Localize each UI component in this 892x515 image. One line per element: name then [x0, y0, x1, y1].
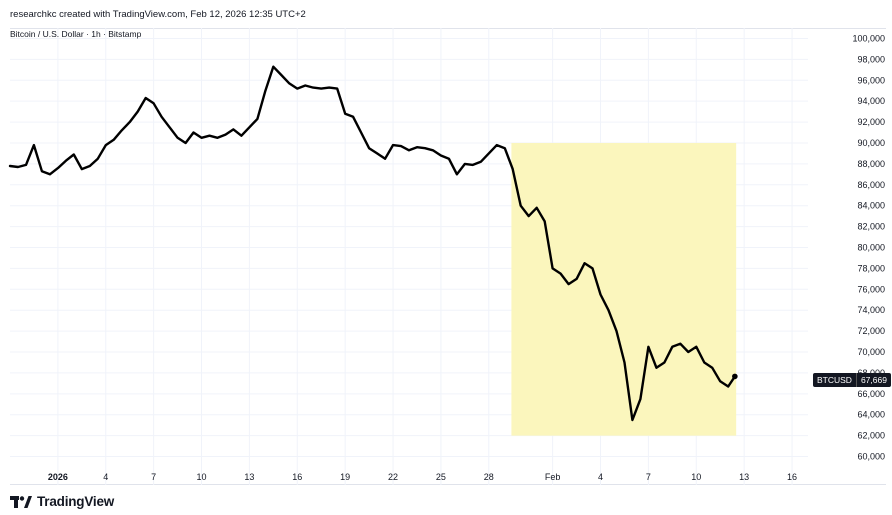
y-tick-label: 66,000	[857, 389, 885, 399]
x-tick-label: 10	[197, 472, 207, 482]
y-tick-label: 94,000	[857, 96, 885, 106]
y-tick-label: 92,000	[857, 117, 885, 127]
price-series-line	[8, 65, 737, 422]
x-tick-label: 7	[151, 472, 156, 482]
chart-frame	[10, 28, 886, 485]
price-badge-symbol: BTCUSD	[813, 373, 856, 387]
y-tick-label: 84,000	[857, 201, 885, 211]
x-tick-label: 16	[292, 472, 302, 482]
y-tick-label: 88,000	[857, 159, 885, 169]
y-tick-label: 100,000	[852, 33, 885, 43]
tradingview-logo[interactable]: TradingView	[10, 494, 114, 509]
y-tick-label: 64,000	[857, 410, 885, 420]
y-tick-label: 70,000	[857, 347, 885, 357]
y-tick-label: 82,000	[857, 222, 885, 232]
y-tick-label: 78,000	[857, 263, 885, 273]
y-tick-label: 68,000	[857, 368, 885, 378]
y-tick-label: 74,000	[857, 305, 885, 315]
x-tick-label: 4	[103, 472, 108, 482]
y-tick-label: 86,000	[857, 180, 885, 190]
x-tick-label: 13	[739, 472, 749, 482]
chart-credit: researchkc created with TradingView.com,…	[10, 9, 306, 20]
x-tick-label: 19	[340, 472, 350, 482]
highlight-region	[511, 142, 737, 436]
x-tick-label: 7	[646, 472, 651, 482]
y-tick-label: 98,000	[857, 54, 885, 64]
x-tick-label: Feb	[545, 472, 561, 482]
x-tick-label: 4	[598, 472, 603, 482]
price-badge-value: 67,669	[855, 373, 891, 387]
symbol-title: Bitcoin / U.S. Dollar · 1h · Bitstamp	[10, 29, 142, 39]
x-tick-label: 2026	[48, 472, 68, 482]
y-tick-label: 96,000	[857, 75, 885, 85]
tradingview-logo-icon	[10, 495, 32, 508]
y-tick-label: 62,000	[857, 431, 885, 441]
x-tick-label: 22	[388, 472, 398, 482]
x-tick-label: 28	[484, 472, 494, 482]
x-tick-label: 13	[244, 472, 254, 482]
y-tick-label: 76,000	[857, 284, 885, 294]
y-tick-label: 60,000	[857, 452, 885, 462]
x-tick-label: 16	[787, 472, 797, 482]
last-price-dot	[732, 373, 738, 380]
y-tick-label: 80,000	[857, 243, 885, 253]
x-tick-label: 25	[436, 472, 446, 482]
y-tick-label: 90,000	[857, 138, 885, 148]
last-price-badge: BTCUSD 67,669	[813, 373, 891, 387]
y-tick-label: 72,000	[857, 326, 885, 336]
x-tick-label: 10	[691, 472, 701, 482]
tradingview-logo-text: TradingView	[37, 494, 115, 509]
